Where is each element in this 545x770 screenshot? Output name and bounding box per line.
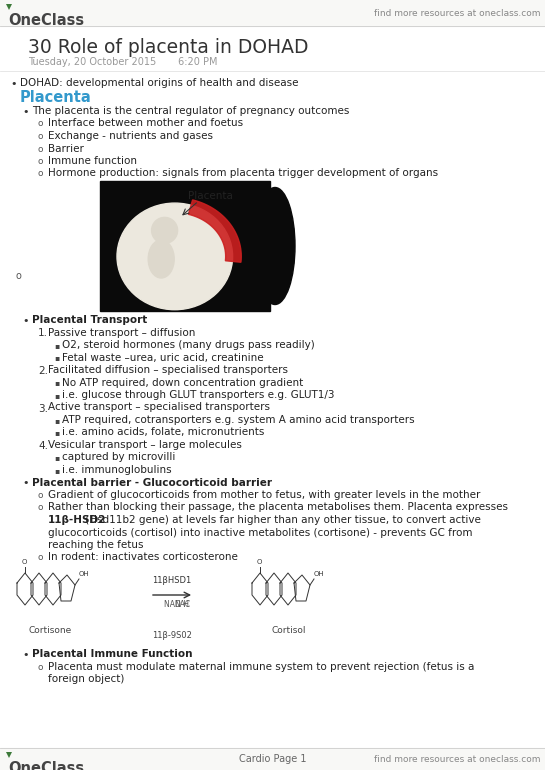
Text: 4.: 4.	[38, 441, 48, 451]
Text: Facilitated diffusion – specialised transporters: Facilitated diffusion – specialised tran…	[48, 365, 288, 375]
Text: Fetal waste –urea, uric acid, creatinine: Fetal waste –urea, uric acid, creatinine	[62, 353, 264, 363]
Text: •: •	[22, 107, 28, 117]
Text: Exchange - nutrients and gases: Exchange - nutrients and gases	[48, 131, 213, 141]
Bar	[0, 0, 545, 26]
Text: Immune function: Immune function	[48, 156, 137, 166]
Text: Active transport – specialised transporters: Active transport – specialised transport…	[48, 403, 270, 413]
Text: o: o	[38, 132, 44, 141]
Text: O: O	[21, 559, 27, 565]
Text: •: •	[22, 650, 28, 660]
Text: Tuesday, 20 October 2015       6:20 PM: Tuesday, 20 October 2015 6:20 PM	[28, 57, 217, 67]
Text: OH: OH	[79, 571, 89, 577]
Text: o: o	[38, 662, 44, 671]
Text: NAD H: NAD H	[164, 600, 189, 609]
Text: No ATP required, down concentration gradient: No ATP required, down concentration grad…	[62, 377, 303, 387]
Text: i.e. amino acids, folate, micronutrients: i.e. amino acids, folate, micronutrients	[62, 427, 264, 437]
Text: (Hsd11b2 gene) at levels far higher than any other tissue, to convert active: (Hsd11b2 gene) at levels far higher than…	[82, 515, 481, 525]
Text: ▪: ▪	[54, 353, 59, 363]
Text: ATP required, cotransporters e.g. system A amino acid transporters: ATP required, cotransporters e.g. system…	[62, 415, 415, 425]
Text: ▪: ▪	[54, 428, 59, 437]
Text: o: o	[38, 119, 44, 129]
Text: ▪: ▪	[54, 454, 59, 463]
Text: ▪: ▪	[54, 341, 59, 350]
Text: ▪: ▪	[54, 391, 59, 400]
Text: The placenta is the central regulator of pregnancy outcomes: The placenta is the central regulator of…	[32, 106, 349, 116]
Text: 2.: 2.	[38, 366, 48, 376]
Text: o: o	[38, 169, 44, 179]
Text: o: o	[38, 504, 44, 513]
Text: •: •	[22, 316, 28, 326]
Bar	[100, 181, 270, 311]
Text: Hormone production: signals from placenta trigger development of organs: Hormone production: signals from placent…	[48, 169, 438, 179]
Text: In rodent: inactivates corticosterone: In rodent: inactivates corticosterone	[48, 553, 238, 563]
Bar	[0, 748, 545, 770]
Text: o: o	[38, 491, 44, 500]
Text: find more resources at oneclass.com: find more resources at oneclass.com	[373, 755, 540, 764]
Text: Cortisol: Cortisol	[272, 626, 306, 635]
Text: Gradient of glucocorticoids from mother to fetus, with greater levels in the mot: Gradient of glucocorticoids from mother …	[48, 490, 480, 500]
Circle shape	[152, 217, 178, 243]
Text: reaching the fetus: reaching the fetus	[48, 540, 143, 550]
Text: OneClass: OneClass	[8, 761, 84, 770]
Text: Vesicular transport – large molecules: Vesicular transport – large molecules	[48, 440, 242, 450]
Text: i.e. glucose through GLUT transporters e.g. GLUT1/3: i.e. glucose through GLUT transporters e…	[62, 390, 335, 400]
Text: 11β-HSD2: 11β-HSD2	[48, 515, 106, 525]
Text: •: •	[22, 478, 28, 488]
Text: foreign object): foreign object)	[48, 674, 124, 684]
Text: 11β-9S02: 11β-9S02	[152, 631, 192, 640]
Text: captured by microvilli: captured by microvilli	[62, 453, 175, 463]
Text: Passive transport – diffusion: Passive transport – diffusion	[48, 327, 195, 337]
Text: NAC: NAC	[174, 600, 190, 609]
Text: ▪: ▪	[54, 379, 59, 387]
Ellipse shape	[117, 203, 233, 310]
Text: Cardio Page 1: Cardio Page 1	[239, 754, 306, 764]
Text: 11βHSD1: 11βHSD1	[153, 576, 192, 585]
Text: 3.: 3.	[38, 403, 48, 413]
Text: o: o	[38, 157, 44, 166]
Text: OneClass: OneClass	[8, 13, 84, 28]
Text: Placental Transport: Placental Transport	[32, 315, 147, 325]
Text: 30 Role of placenta in DOHAD: 30 Role of placenta in DOHAD	[28, 38, 308, 57]
Text: O2, steroid hormones (many drugs pass readily): O2, steroid hormones (many drugs pass re…	[62, 340, 315, 350]
Text: glucocorticoids (cortisol) into inactive metabolites (cortisone) - prevents GC f: glucocorticoids (cortisol) into inactive…	[48, 527, 473, 537]
Text: find more resources at oneclass.com: find more resources at oneclass.com	[373, 8, 540, 18]
Text: Rather than blocking their passage, the placenta metabolises them. Placenta expr: Rather than blocking their passage, the …	[48, 503, 508, 513]
Text: Barrier: Barrier	[48, 143, 84, 153]
Text: Placenta: Placenta	[189, 191, 233, 201]
Ellipse shape	[148, 240, 174, 278]
Ellipse shape	[255, 188, 295, 304]
Text: •: •	[10, 79, 16, 89]
Text: O: O	[256, 559, 262, 565]
Text: Cortisone: Cortisone	[28, 626, 71, 635]
Text: Placenta must modulate maternal immune system to prevent rejection (fetus is a: Placenta must modulate maternal immune s…	[48, 661, 474, 671]
Text: ▪: ▪	[54, 466, 59, 475]
Text: ▪: ▪	[54, 416, 59, 425]
Text: o: o	[38, 554, 44, 563]
Polygon shape	[189, 200, 241, 263]
Text: Placental Immune Function: Placental Immune Function	[32, 649, 192, 659]
Text: DOHAD: developmental origins of health and disease: DOHAD: developmental origins of health a…	[20, 78, 299, 88]
Text: o: o	[38, 145, 44, 153]
Text: OH: OH	[314, 571, 325, 577]
Text: o: o	[15, 271, 21, 281]
Text: Placenta: Placenta	[20, 91, 92, 105]
Text: i.e. immunoglobulins: i.e. immunoglobulins	[62, 465, 172, 475]
Text: Interface between mother and foetus: Interface between mother and foetus	[48, 119, 243, 129]
Text: Placental barrier - Glucocorticoid barrier: Placental barrier - Glucocorticoid barri…	[32, 477, 272, 487]
Text: 1.: 1.	[38, 329, 48, 339]
